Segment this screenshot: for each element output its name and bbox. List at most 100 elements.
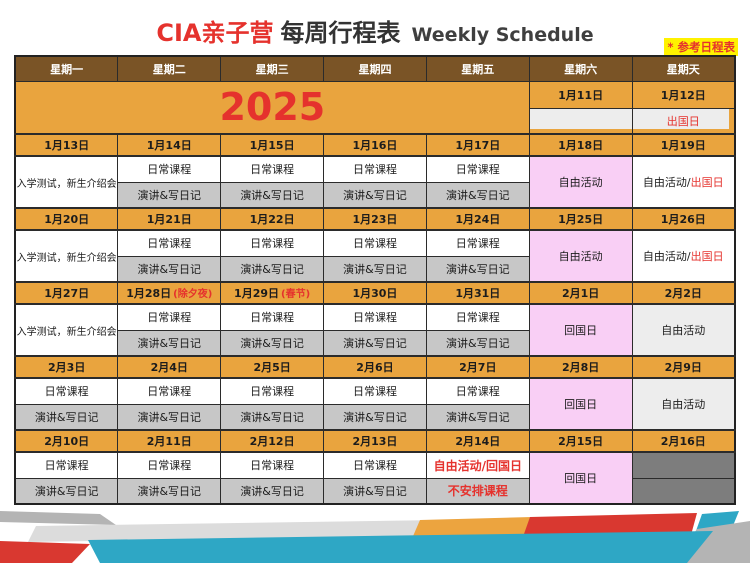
daily-class-cell: 日常课程	[323, 377, 427, 405]
date-cell: 2月13日	[323, 429, 427, 453]
speech-diary-cell: 演讲&写日记	[117, 255, 222, 283]
daily-class-cell: 日常课程	[323, 303, 427, 331]
daily-class-cell: 日常课程	[117, 229, 222, 257]
speech-diary-cell: 演讲&写日记	[323, 181, 427, 209]
speech-diary-cell: 演讲&写日记	[220, 329, 325, 357]
date-cell: 1月17日	[425, 133, 530, 157]
daily-class-cell: 日常课程	[14, 451, 119, 479]
date-cell: 1月18日	[528, 133, 633, 157]
date-cell-new-years-eve: 1月28日 (除夕夜)	[117, 281, 222, 305]
free-activity-cell: 自由活动	[528, 229, 633, 283]
no-class-cell: 不安排课程	[425, 477, 530, 505]
week1-am-row: 入学测试，新生介绍会 日常课程 日常课程 日常课程 日常课程 自由活动 自由活动…	[14, 155, 736, 209]
date-label: 1月28日	[126, 287, 172, 300]
date-cell: 2月2日	[631, 281, 736, 305]
date-cell: 2月5日	[220, 355, 325, 379]
page-title: CIA亲子营 每周行程表 Weekly Schedule	[0, 0, 750, 48]
footer-ribbons	[0, 500, 750, 563]
speech-diary-cell: 演讲&写日记	[117, 477, 222, 505]
speech-diary-cell: 演讲&写日记	[117, 329, 222, 357]
daily-class-cell: 日常课程	[14, 377, 119, 405]
date-cell: 1月15日	[220, 133, 325, 157]
free-or-return-cell: 自由活动/回国日	[425, 451, 530, 479]
date-cell: 1月25日	[528, 207, 633, 231]
return-day-cell: 回国日	[528, 377, 633, 431]
speech-diary-cell: 演讲&写日记	[117, 181, 222, 209]
date-cell: 2月9日	[631, 355, 736, 379]
daily-class-cell: 日常课程	[323, 229, 427, 257]
departure-day-label: 出国日	[690, 250, 724, 263]
day-header-tue: 星期二	[117, 55, 222, 82]
speech-diary-cell: 演讲&写日记	[220, 403, 325, 431]
date-cell: 2月1日	[528, 281, 633, 305]
orientation-cell: 入学测试，新生介绍会	[14, 229, 119, 283]
week5-am-row: 日常课程 日常课程 日常课程 日常课程 自由活动/回国日 回国日	[14, 451, 736, 505]
week5-pm-row: 演讲&写日记 演讲&写日记 演讲&写日记 演讲&写日记 不安排课程	[14, 477, 736, 505]
date-cell: 2月12日	[220, 429, 325, 453]
pre-week-sat-cell	[528, 107, 633, 135]
date-cell: 1月27日	[14, 281, 119, 305]
pre-week-sun-date: 1月12日	[631, 80, 736, 109]
daily-class-cell: 日常课程	[220, 303, 325, 331]
date-cell: 1月13日	[14, 133, 119, 157]
daily-class-cell: 日常课程	[117, 377, 222, 405]
date-cell: 1月22日	[220, 207, 325, 231]
free-activity-label: 自由活动/	[642, 176, 691, 189]
free-activity-cell: 自由活动	[528, 155, 633, 209]
date-cell: 1月24日	[425, 207, 530, 231]
return-day-cell: 回国日	[528, 303, 633, 357]
speech-diary-cell: 演讲&写日记	[425, 329, 530, 357]
speech-diary-cell: 演讲&写日记	[425, 403, 530, 431]
date-cell: 2月7日	[425, 355, 530, 379]
daily-class-cell: 日常课程	[323, 155, 427, 183]
title-brand: CIA亲子营	[156, 19, 274, 47]
speech-diary-cell: 演讲&写日记	[117, 403, 222, 431]
daily-class-cell: 日常课程	[220, 155, 325, 183]
return-day-cell: 回国日	[528, 451, 633, 505]
daily-class-cell: 日常课程	[220, 451, 325, 479]
orientation-cell: 入学测试，新生介绍会	[14, 155, 119, 209]
week3-date-row: 1月27日 1月28日 (除夕夜) 1月29日 (春节) 1月30日 1月31日 2…	[14, 281, 736, 305]
week2-pm-row: 演讲&写日记 演讲&写日记 演讲&写日记 演讲&写日记	[15, 255, 735, 283]
holiday-note: (除夕夜)	[173, 289, 213, 300]
date-cell: 1月21日	[117, 207, 222, 231]
free-activity-cell: 自由活动	[631, 303, 736, 357]
date-cell: 2月3日	[14, 355, 119, 379]
year-row: 2025 1月11日 1月12日	[14, 80, 736, 135]
speech-diary-cell: 演讲&写日记	[323, 329, 427, 357]
speech-diary-cell: 演讲&写日记	[323, 477, 427, 505]
week5-date-row: 2月10日 2月11日 2月12日 2月13日 2月14日 2月15日 2月16…	[14, 429, 736, 453]
speech-diary-cell: 演讲&写日记	[323, 403, 427, 431]
year-cell: 2025	[14, 80, 530, 135]
empty-cell	[631, 477, 736, 505]
day-header-row: 星期一 星期二 星期三 星期四 星期五 星期六 星期天	[14, 55, 736, 82]
date-cell: 1月19日	[631, 133, 736, 157]
week1-pm-row: 演讲&写日记 演讲&写日记 演讲&写日记 演讲&写日记	[15, 181, 735, 209]
speech-diary-cell: 演讲&写日记	[220, 181, 325, 209]
day-header-mon: 星期一	[14, 55, 119, 82]
week4-pm-row: 演讲&写日记 演讲&写日记 演讲&写日记 演讲&写日记 演讲&写日记	[14, 403, 735, 431]
daily-class-cell: 日常课程	[425, 229, 530, 257]
empty-cell	[631, 451, 736, 479]
speech-diary-cell: 演讲&写日记	[220, 255, 325, 283]
title-subtitle: Weekly Schedule	[411, 24, 594, 46]
free-activity-label: 自由活动/	[642, 250, 691, 263]
date-cell: 1月30日	[323, 281, 427, 305]
pre-week-sat-date: 1月11日	[528, 80, 633, 109]
daily-class-cell: 日常课程	[425, 155, 530, 183]
day-header-fri: 星期五	[425, 55, 530, 82]
date-cell: 2月4日	[117, 355, 222, 379]
week1-date-row: 1月13日 1月14日 1月15日 1月16日 1月17日 1月18日 1月19…	[14, 133, 736, 157]
free-or-departure-cell: 自由活动/出国日	[631, 155, 736, 209]
ribbon-red-left	[0, 541, 90, 563]
daily-class-cell: 日常课程	[323, 451, 427, 479]
free-activity-cell: 自由活动	[631, 377, 736, 431]
speech-diary-cell: 演讲&写日记	[14, 403, 119, 431]
departure-day-cell: 出国日	[631, 107, 736, 135]
daily-class-cell: 日常课程	[117, 155, 222, 183]
week3-am-row: 入学测试，新生介绍会 日常课程 日常课程 日常课程 日常课程 回国日 自由活动	[14, 303, 736, 357]
date-cell: 1月16日	[323, 133, 427, 157]
date-cell: 2月15日	[528, 429, 633, 453]
date-cell-spring-festival: 1月29日 (春节)	[220, 281, 325, 305]
daily-class-cell: 日常课程	[220, 229, 325, 257]
